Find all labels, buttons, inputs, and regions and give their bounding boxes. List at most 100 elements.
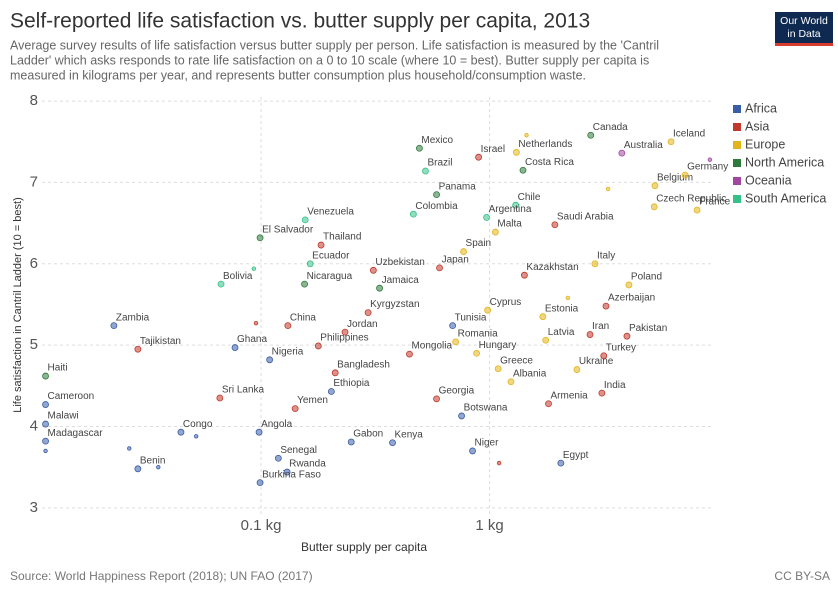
y-tick-label: 7 [30,173,38,190]
point-label: Nigeria [272,346,304,357]
point [406,350,413,358]
logo-box [775,12,833,46]
point [110,322,118,330]
point-label: Zambia [116,312,150,323]
point [542,336,550,344]
legend-label: Asia [745,119,769,133]
point [449,322,457,330]
point [436,264,443,272]
y-tick-label: 6 [30,255,38,272]
point [681,171,689,179]
point [364,309,372,317]
point [475,153,482,161]
point-label: Malta [497,219,522,230]
point-label: Romania [458,329,498,340]
point [507,378,515,386]
point [512,201,520,209]
point-label: Azerbaijan [608,293,655,304]
point-label: Brazil [427,158,452,169]
point-label: Jamaica [382,275,420,286]
point-label: Venezuela [307,206,354,217]
point [513,148,520,156]
point [217,280,225,288]
point [409,210,417,218]
point [283,468,291,476]
point [255,428,263,436]
point-label: Australia [624,140,663,151]
y-axis-label: Life satisfaction in Cantril Ladder (10 … [12,197,24,413]
point [251,266,257,271]
point [156,464,161,470]
legend-swatch [733,177,741,185]
point-label: Kenya [395,429,424,440]
point-label: India [604,380,626,391]
point-label: Haiti [48,363,68,374]
point-label: Malawi [48,411,79,422]
point [625,281,633,289]
point [539,313,547,321]
point [551,221,559,229]
point-label: Ecuador [312,250,350,261]
legend-swatch [733,141,741,149]
point [42,437,49,445]
point-label: Costa Rica [525,157,574,168]
point-label: Panama [439,181,477,192]
point-label: Jordan [347,319,378,330]
point [650,203,658,211]
point [496,460,502,466]
point-label: Nicaragua [307,271,353,282]
point [651,182,659,190]
point [216,394,224,402]
point-label: Mexico [421,135,453,146]
point-label: Philippines [320,333,368,344]
point-label: Argentina [489,204,532,215]
point-label: Saudi Arabia [557,211,614,222]
point [134,345,142,353]
point-label: Czech Republic [656,193,726,204]
legend-label: North America [745,155,824,169]
point-label: Italy [597,250,615,261]
x-tick-label: 1 kg [475,517,503,534]
point [557,459,565,467]
point-label: China [290,312,317,323]
point [521,271,528,279]
point-label: Turkey [606,342,636,353]
point [42,401,49,408]
point-label: Ghana [237,334,267,345]
point-label: Poland [631,272,662,283]
point [256,234,264,242]
point-label: Colombia [415,201,458,212]
point-label: Pakistan [629,323,667,334]
subtitle: measured in kilograms per year, and repr… [10,68,586,82]
point [618,149,626,157]
point [469,447,476,455]
point [376,284,383,292]
point [524,133,529,138]
legend-swatch [733,105,741,113]
logo: Our World in Data [775,12,833,46]
point-label: Benin [140,455,166,466]
point-label: Madagascar [48,428,104,439]
point [605,186,611,192]
point [42,372,49,380]
point-label: Japan [442,254,469,265]
point [266,356,274,364]
logo-bar [775,43,833,46]
point [452,338,460,346]
point [314,342,322,350]
point-label: Germany [687,162,728,173]
point [42,420,49,428]
point [43,448,48,454]
point-label: Egypt [563,450,589,461]
point [253,320,259,326]
point-label: Kazakhstan [526,262,578,273]
point-label: Chile [518,192,541,203]
point [623,332,631,340]
point [707,157,713,162]
point [231,344,239,351]
point-label: Tajikistan [140,336,181,347]
point-label: Ethiopia [333,378,370,389]
legend-swatch [733,195,741,203]
legend-label: Oceania [745,173,792,187]
